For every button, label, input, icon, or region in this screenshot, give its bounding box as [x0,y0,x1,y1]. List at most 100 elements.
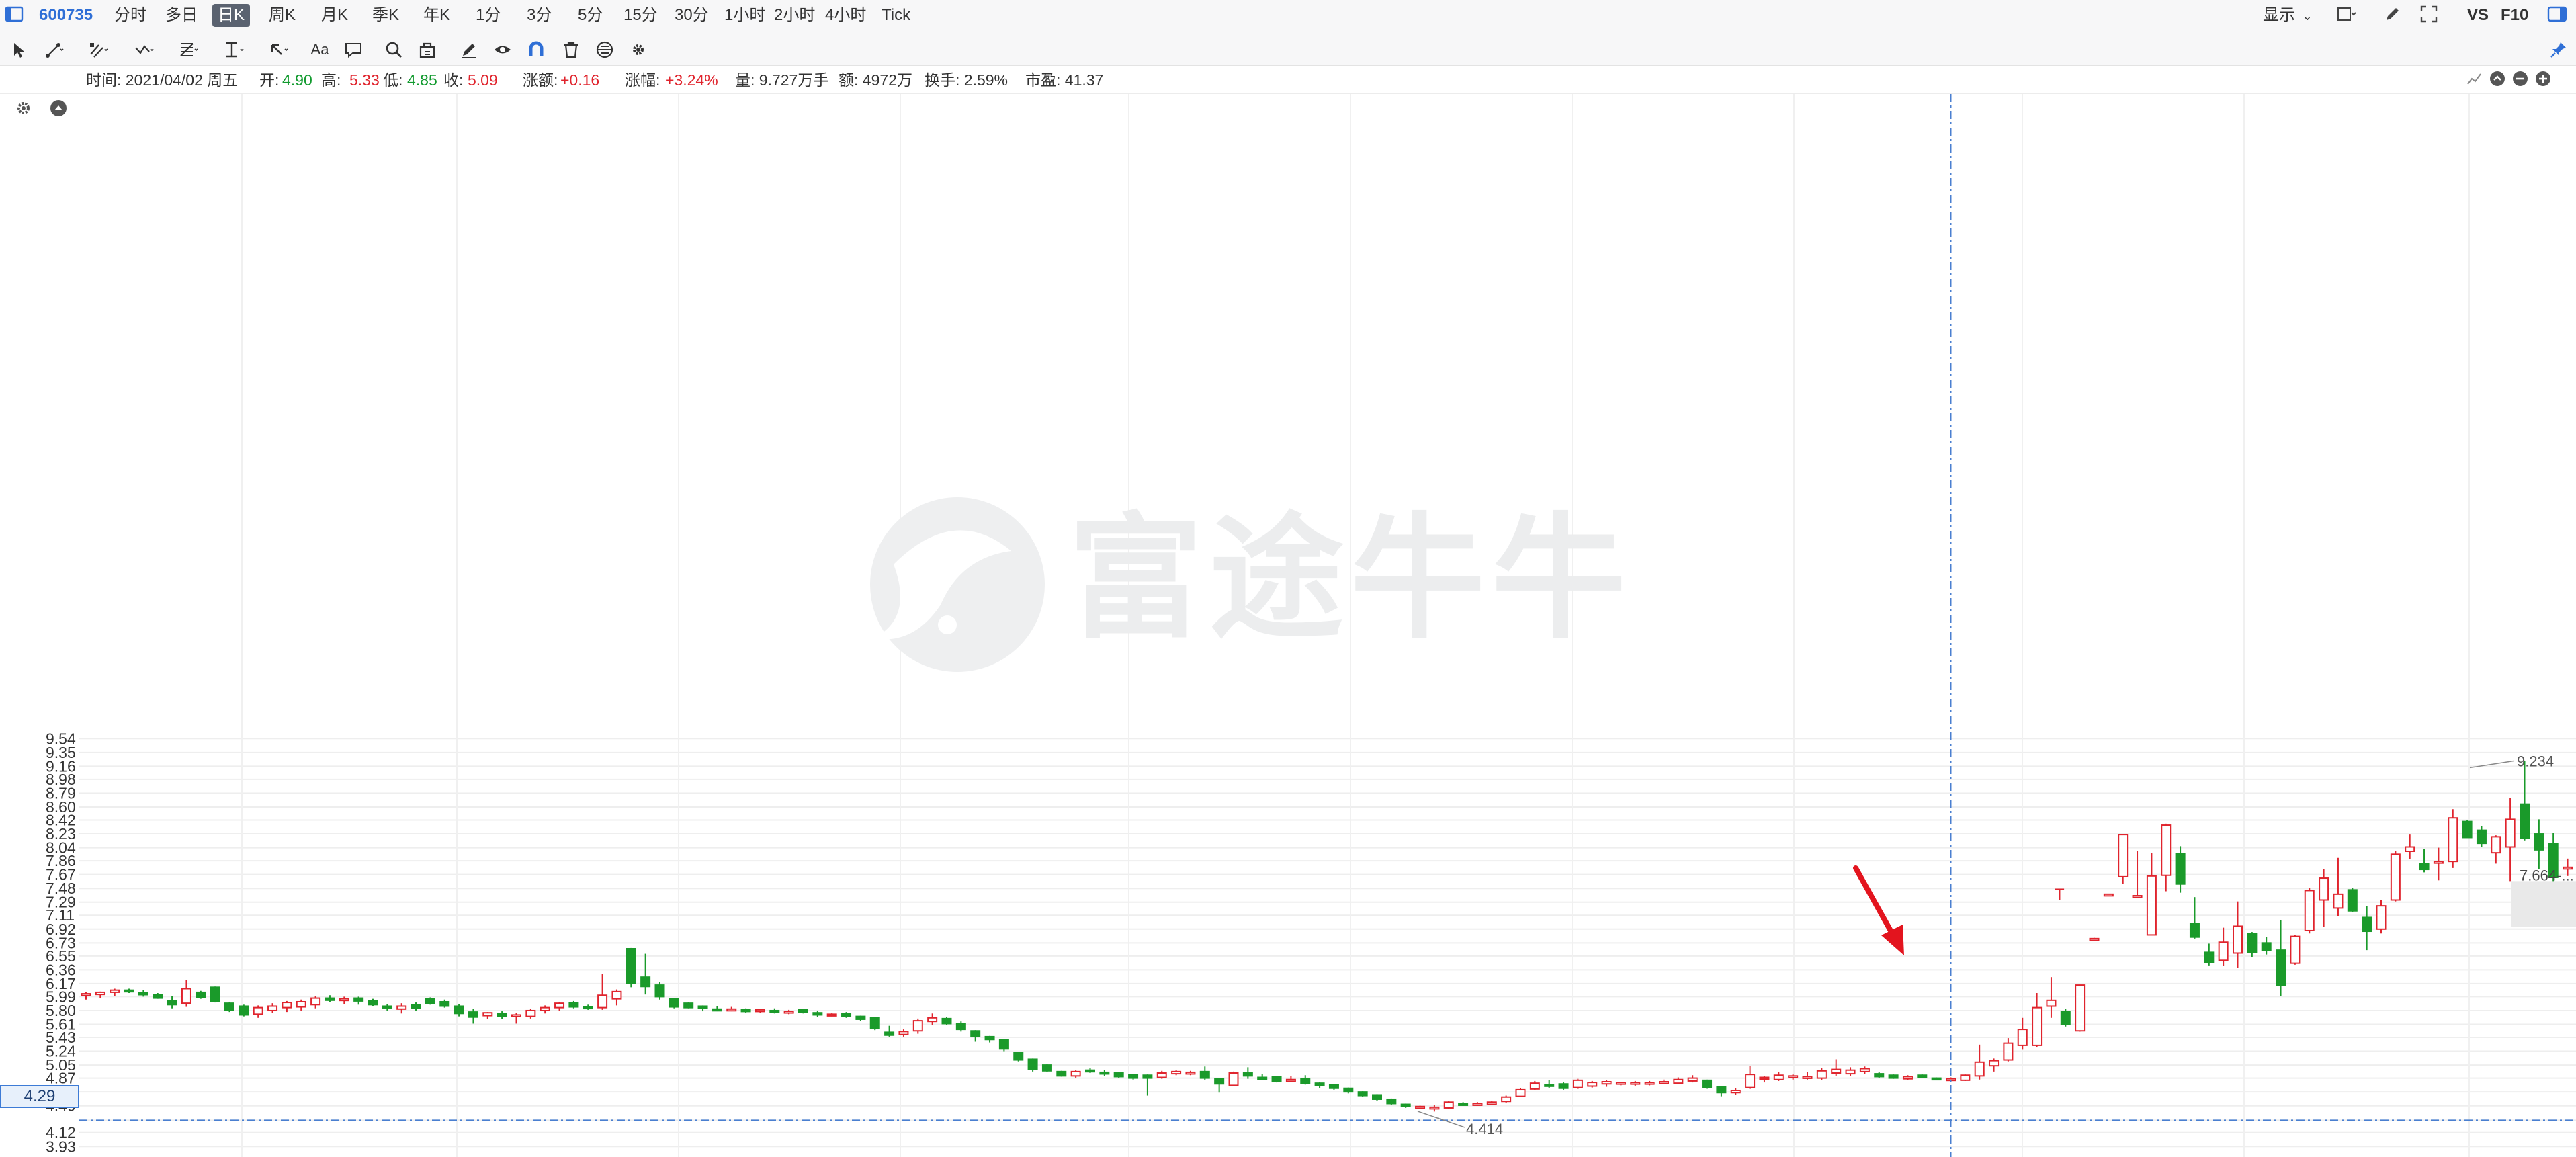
candle[interactable] [1759,1076,1770,1083]
period-tab-multiday[interactable]: 多日 [165,6,198,24]
candle[interactable] [253,1005,263,1018]
period-tab-30min[interactable]: 30分 [675,6,709,24]
candle[interactable] [1974,1044,1985,1080]
candle[interactable] [1214,1078,1225,1093]
candle[interactable] [898,1029,909,1037]
channel-tool-icon[interactable] [86,38,110,62]
pin-icon[interactable] [2546,38,2571,62]
collapse-icon[interactable] [2489,70,2506,87]
candle[interactable] [181,980,191,1007]
period-tab-5min[interactable]: 5分 [578,6,603,24]
candle[interactable] [1085,1068,1095,1074]
candle[interactable] [95,991,105,998]
magnet-icon[interactable] [524,38,548,62]
eye-icon[interactable] [490,38,515,62]
candle[interactable] [2261,937,2272,955]
candle[interactable] [798,1009,808,1014]
candle[interactable] [310,996,321,1009]
candle[interactable] [2319,869,2329,927]
candle[interactable] [1099,1070,1110,1076]
candle[interactable] [583,1004,593,1010]
candle[interactable] [1572,1078,1583,1089]
candle[interactable] [2347,888,2358,912]
candle[interactable] [1257,1074,1268,1080]
candle[interactable] [826,1013,837,1017]
candle[interactable] [1644,1080,1655,1086]
candle[interactable] [2419,849,2430,873]
candle[interactable] [1745,1066,1756,1089]
candle[interactable] [1328,1084,1339,1090]
line-tool-icon[interactable] [42,38,66,62]
candle[interactable] [1687,1075,1698,1083]
candle[interactable] [1185,1070,1196,1076]
candle[interactable] [1788,1074,1799,1080]
candle[interactable] [1142,1074,1153,1096]
period-tab-3min[interactable]: 3分 [527,6,552,24]
cursor-icon[interactable] [7,38,31,62]
arrow-tool-icon[interactable] [266,38,290,62]
candle[interactable] [970,1030,981,1042]
candle[interactable] [2462,820,2473,839]
candle[interactable] [425,997,435,1005]
candle[interactable] [1314,1082,1325,1088]
candle[interactable] [2448,809,2458,868]
chart-settings-icon[interactable] [13,98,34,122]
candle[interactable] [368,998,378,1006]
candle[interactable] [554,1001,565,1011]
candle[interactable] [1501,1095,1512,1103]
candle[interactable] [1056,1070,1067,1077]
candle[interactable] [669,998,679,1009]
period-tab-yearly[interactable]: 年K [423,6,451,24]
candle[interactable] [224,1001,234,1013]
candle[interactable] [2548,832,2559,884]
candle[interactable] [740,1008,751,1013]
candle[interactable] [2017,1017,2028,1050]
panel-toggle-icon[interactable] [2546,4,2568,27]
candle[interactable] [110,988,120,996]
candle[interactable] [1831,1059,1842,1076]
candle[interactable] [1558,1082,1569,1090]
candle[interactable] [2046,977,2057,1018]
candle[interactable] [2247,932,2258,957]
candle[interactable] [1271,1076,1282,1083]
candle[interactable] [2003,1038,2014,1062]
candle[interactable] [1372,1094,1382,1101]
candle[interactable] [640,953,651,995]
candle[interactable] [1587,1080,1598,1088]
candle[interactable] [998,1039,1009,1052]
candle[interactable] [196,990,206,999]
candle[interactable] [1458,1102,1469,1106]
candle[interactable] [1472,1102,1483,1106]
candle[interactable] [884,1025,895,1037]
period-tab-monthly[interactable]: 月K [321,6,349,24]
plus-icon[interactable] [2534,70,2552,87]
indicator-icon[interactable] [2466,70,2483,87]
candle[interactable] [1443,1101,1454,1109]
candle[interactable] [1400,1103,1411,1108]
candle[interactable] [482,1012,493,1019]
candle[interactable] [540,1005,550,1014]
candle[interactable] [2132,851,2143,898]
candle[interactable] [1702,1079,1713,1089]
candle[interactable] [812,1010,823,1017]
candle[interactable] [2218,927,2229,966]
candle[interactable] [382,1004,392,1011]
candle[interactable] [138,990,148,997]
display-menu[interactable]: 显示 ⌄ [2263,4,2313,27]
candle[interactable] [1285,1076,1296,1082]
candle[interactable] [2290,935,2301,965]
candle[interactable] [1415,1105,1426,1109]
candle[interactable] [1386,1098,1397,1105]
candle[interactable] [1874,1072,1885,1078]
candle[interactable] [1601,1080,1612,1087]
vs-button[interactable]: VS [2467,6,2489,24]
candle[interactable] [2189,897,2200,939]
candle[interactable] [1816,1068,1827,1080]
candle[interactable] [2032,992,2043,1047]
candle[interactable] [597,974,608,1010]
candle[interactable] [1888,1074,1899,1079]
candle[interactable] [1845,1067,1856,1076]
candle[interactable] [2304,888,2315,934]
candle[interactable] [296,999,306,1011]
candle[interactable] [2089,937,2100,941]
